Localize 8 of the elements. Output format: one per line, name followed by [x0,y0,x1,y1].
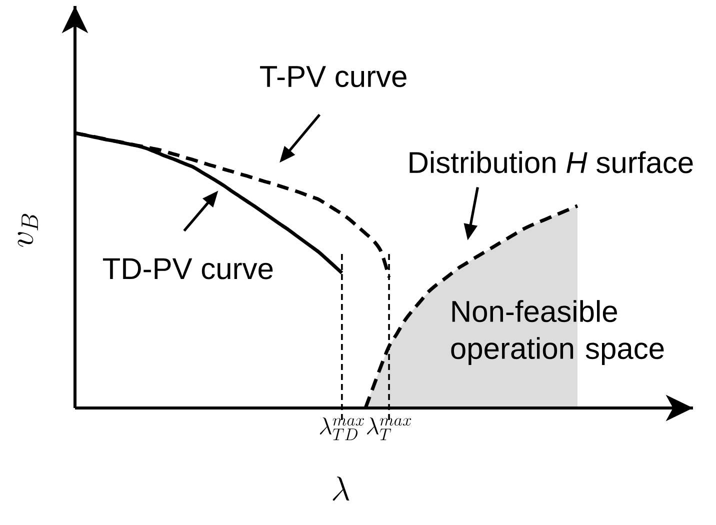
legend-label: TD-PV curve [102,258,273,280]
x-tick-label: $\lambda_{TD}^{max}$ [320,418,364,440]
text: T-PV curve [260,66,406,88]
y-axis-title: $v_B$ [18,214,38,247]
x-axis-title: $\lambda$ [332,476,350,501]
series-label: Distribution H surface [410,151,693,174]
x-tick-label: $\lambda_{T}^{max}$ [367,418,412,440]
annotation: Non-feasible operation space [451,300,664,366]
